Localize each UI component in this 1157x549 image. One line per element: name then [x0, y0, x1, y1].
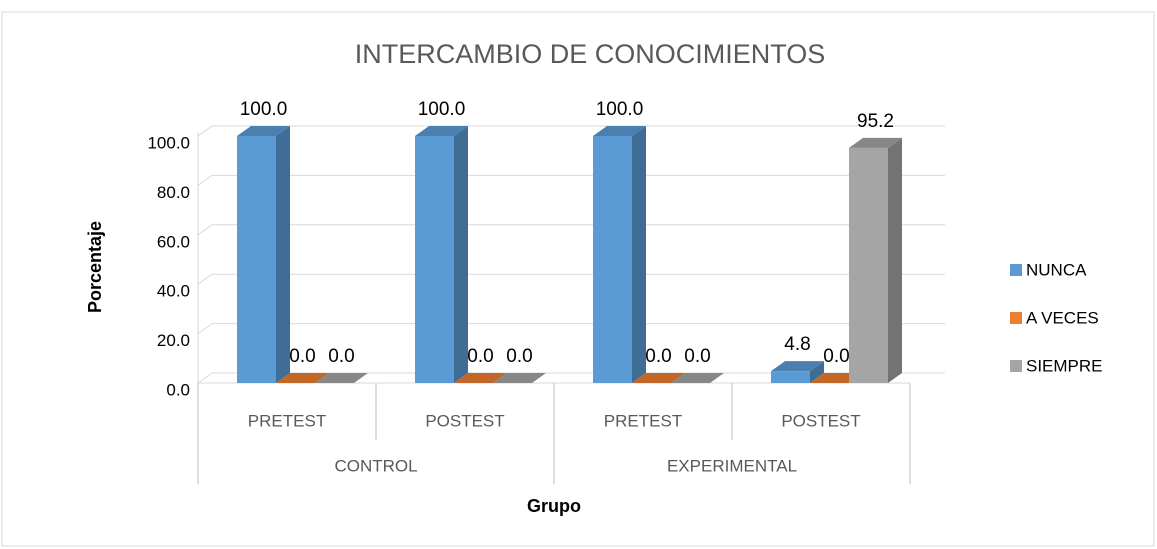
data-label: 100.0 [240, 99, 288, 120]
bar [849, 147, 888, 383]
legend-label: NUNCA [1026, 260, 1087, 279]
bar-side [632, 126, 646, 383]
bar [593, 136, 632, 383]
bar [415, 136, 454, 383]
legend-label: A VECES [1026, 308, 1099, 327]
grid-line-side [197, 224, 213, 236]
bar-top [237, 126, 290, 136]
bar-top [454, 373, 507, 383]
legend-swatch [1010, 264, 1022, 276]
y-tick-label: 40.0 [157, 282, 190, 301]
grid-line-side [197, 323, 213, 335]
bar-top [771, 361, 824, 372]
data-label: 0.0 [328, 346, 354, 367]
bar-top [849, 137, 902, 148]
bar-side [276, 126, 290, 383]
legend-label: SIEMPRE [1026, 356, 1103, 375]
data-label: 4.8 [784, 334, 810, 355]
bar-top [276, 373, 329, 383]
chart-frame [1, 11, 1155, 547]
bar-side [454, 126, 468, 383]
legend-swatch [1010, 360, 1022, 372]
data-label: 100.0 [418, 99, 466, 120]
bar-top [632, 373, 685, 383]
bar-side [888, 137, 902, 383]
y-tick-label: 20.0 [157, 331, 190, 350]
group-label: CONTROL [334, 456, 417, 475]
data-label: 0.0 [823, 346, 849, 367]
y-tick-label: 100.0 [147, 133, 190, 152]
bar-top [493, 373, 546, 383]
grid-line-side [197, 174, 213, 186]
y-axis-label: Porcentaje [85, 221, 105, 313]
bar [771, 371, 810, 383]
x-tick-label: PRETEST [604, 411, 682, 430]
data-label: 100.0 [596, 99, 644, 120]
x-tick-label: POSTEST [425, 411, 504, 430]
y-tick-label: 0.0 [166, 380, 190, 399]
data-label: 0.0 [645, 346, 671, 367]
chart-title: INTERCAMBIO DE CONOCIMIENTOS [355, 39, 826, 69]
group-label: EXPERIMENTAL [667, 456, 797, 475]
legend-swatch [1010, 312, 1022, 324]
y-tick-label: 60.0 [157, 232, 190, 251]
bar-top [415, 126, 468, 136]
grid-line-side [197, 125, 213, 137]
grid-line-side [197, 273, 213, 285]
data-label: 0.0 [684, 346, 710, 367]
data-label: 0.0 [467, 346, 493, 367]
bar [237, 136, 276, 383]
x-axis-label: Grupo [527, 496, 581, 516]
data-label: 0.0 [289, 346, 315, 367]
bar-top [671, 373, 724, 383]
grid-line-side [197, 372, 213, 384]
data-label: 0.0 [506, 346, 532, 367]
x-tick-label: PRETEST [248, 411, 326, 430]
y-tick-label: 80.0 [157, 183, 190, 202]
bar-side [810, 361, 824, 383]
bar-top [593, 126, 646, 136]
x-tick-label: POSTEST [781, 411, 860, 430]
data-label: 95.2 [857, 111, 894, 132]
bar-top [315, 373, 368, 383]
